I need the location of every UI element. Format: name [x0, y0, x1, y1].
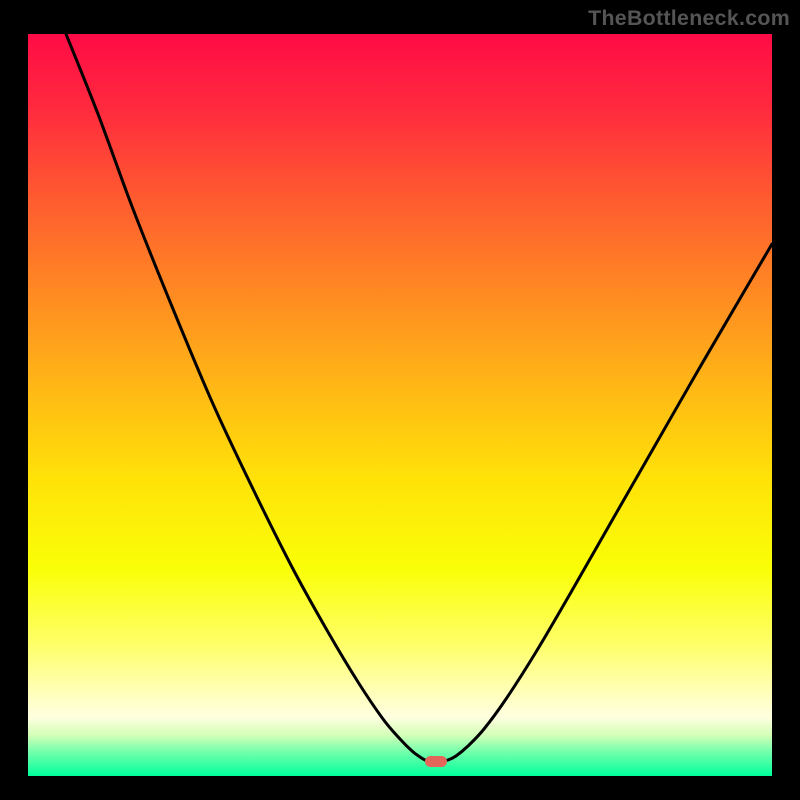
plot-svg — [28, 34, 772, 776]
plot-area — [28, 34, 772, 776]
optimum-marker — [425, 756, 447, 767]
gradient-background — [28, 34, 772, 776]
watermark-text: TheBottleneck.com — [588, 6, 790, 31]
chart-frame: TheBottleneck.com — [0, 0, 800, 800]
